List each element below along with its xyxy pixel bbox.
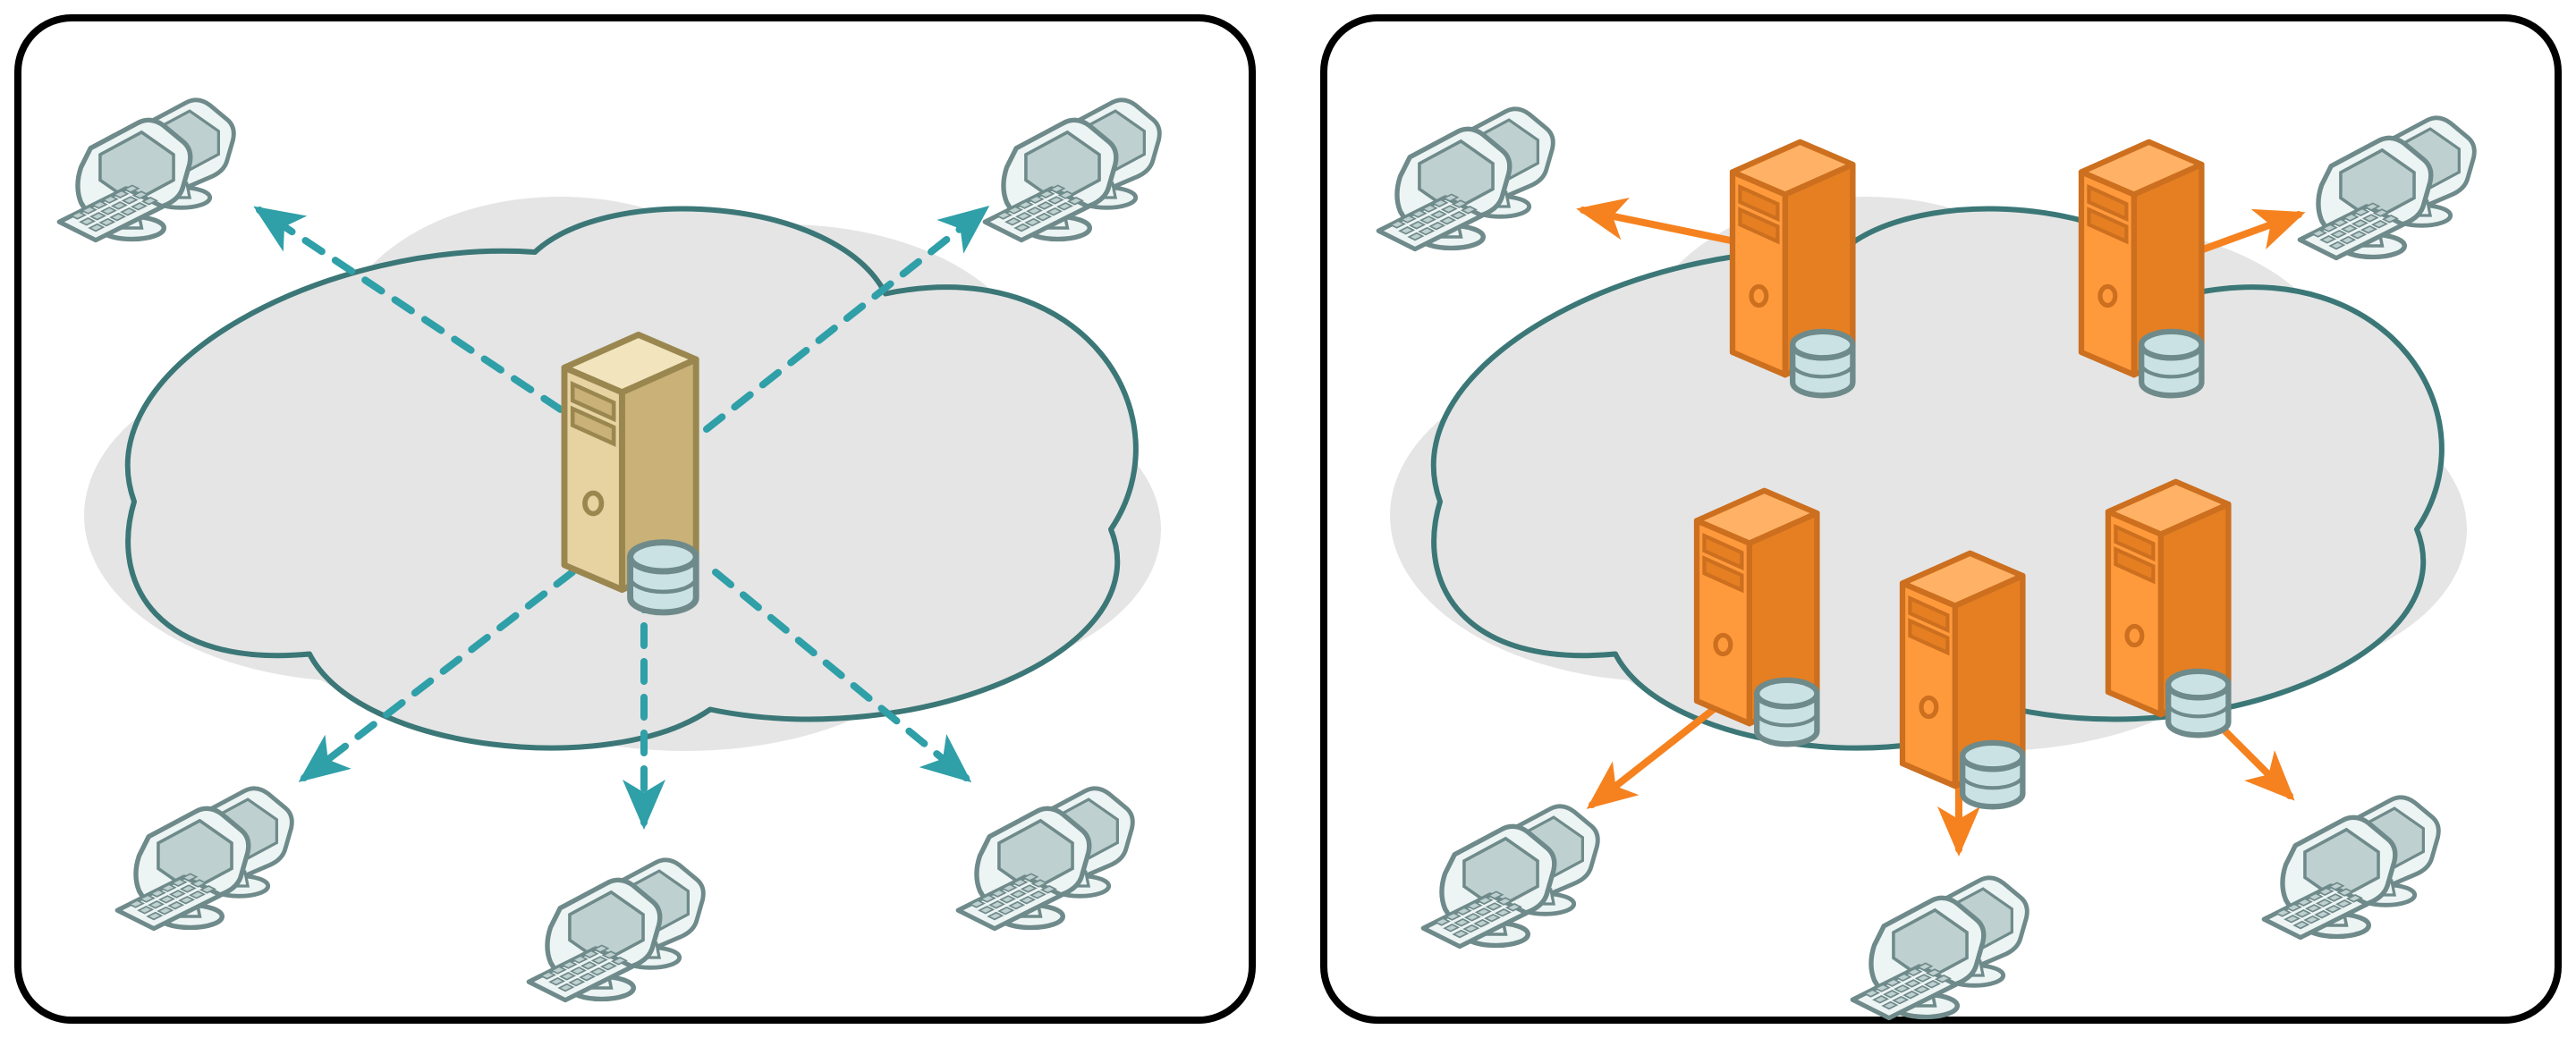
server-icon xyxy=(1697,491,1817,745)
database-icon xyxy=(2141,332,2201,395)
server-icon xyxy=(1733,142,1852,396)
database-icon xyxy=(1962,743,2022,806)
diagram xyxy=(0,0,2576,1038)
server-icon xyxy=(2108,482,2228,736)
database-icon xyxy=(631,543,697,612)
database-icon xyxy=(1792,332,1852,395)
server-icon xyxy=(1902,553,2022,807)
database-icon xyxy=(2168,671,2228,735)
database-icon xyxy=(1757,680,1817,744)
server-icon xyxy=(2081,142,2201,396)
server-icon xyxy=(564,334,696,612)
